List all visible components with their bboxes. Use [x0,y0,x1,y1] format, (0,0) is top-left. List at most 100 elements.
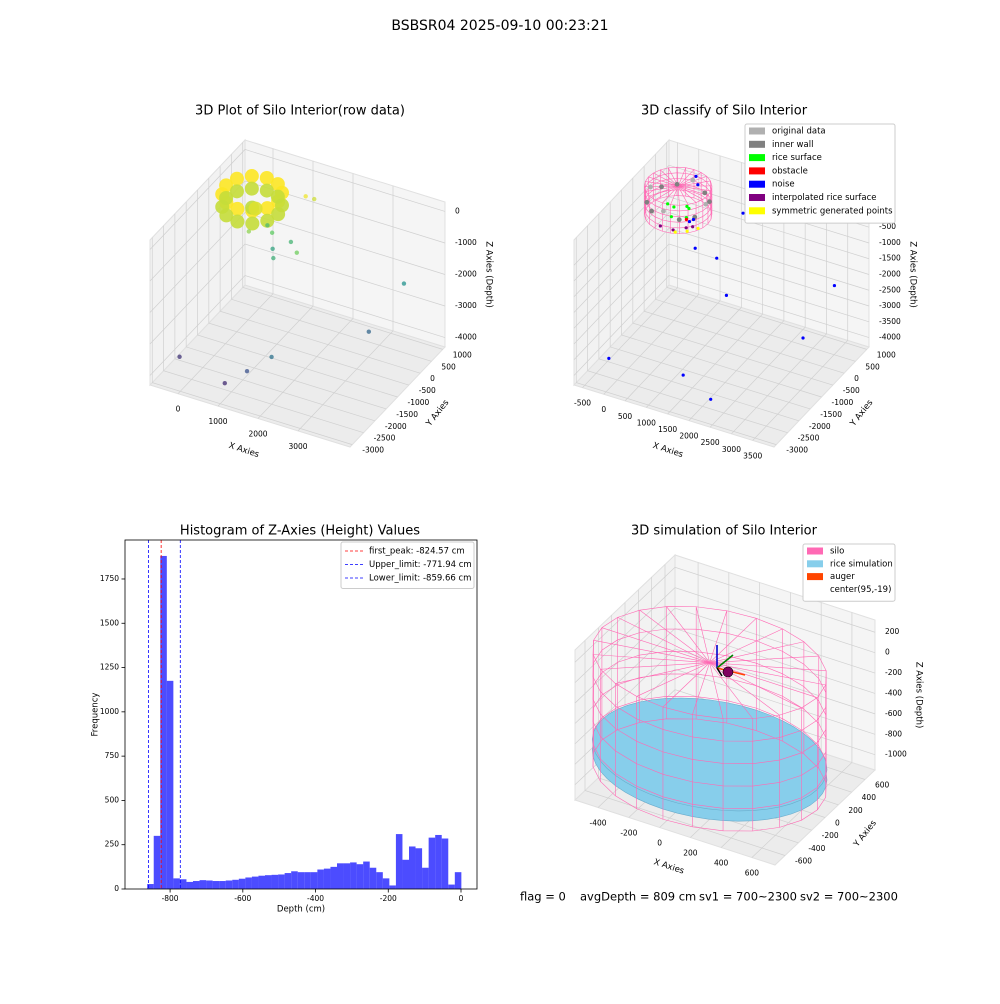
status-text: flag = 0 [520,890,566,904]
data-point [269,355,273,359]
data-point [702,190,707,195]
data-point [741,212,744,215]
bar [402,860,409,889]
x-axis-label: X Axies [227,441,260,460]
legend-label: auger [830,572,855,582]
bar [167,681,174,889]
z-tick-label: -1000 [885,750,907,759]
bar [239,879,246,889]
z-tick-label: -4000 [455,333,477,342]
z-tick-label: -2000 [879,270,901,279]
x-tick-label: 2000 [679,432,698,441]
data-point [265,223,269,227]
z-axis-label: Z Axies (Depth) [484,241,494,308]
y-tick-label: -1000 [408,398,430,407]
y-tick-label: -500 [843,386,860,395]
auger [723,667,733,677]
z-tick-label: -3000 [455,301,477,310]
y-tick-label: -2500 [798,434,820,443]
data-point [289,240,293,244]
z-tick-label: -2000 [455,270,477,279]
y-tick-label: 200 [848,806,863,815]
data-point [833,284,836,287]
z-axis-label: Z Axies (Depth) [908,241,918,308]
legend-label: silo [830,547,844,557]
legend-patch [749,128,765,135]
y-tick-label: 0 [854,374,859,383]
z-axis-label: Z Axies (Depth) [914,662,924,729]
data-point [696,183,699,186]
data-point [270,231,274,235]
bar [278,874,285,889]
legend-patch [749,154,765,161]
data-point [672,205,675,208]
legend-label: rice simulation [830,559,893,569]
legend-patch [807,560,823,567]
y-tick-label: -200 [822,831,839,840]
data-point [709,398,712,401]
data-point [694,175,697,178]
bar [252,877,259,889]
y-tick-label: 600 [875,781,890,790]
data-point [670,215,673,218]
bar [416,848,423,889]
z-tick-label: 200 [885,627,900,636]
x-tick-label: 600 [745,869,760,878]
y-tick-label: 0 [835,819,840,828]
y-tick-label: -2500 [374,434,396,443]
y-tick-label: -1500 [396,410,418,419]
data-point [367,330,371,334]
legend-label: rice surface [772,153,822,163]
data-point [245,182,259,196]
bar [193,881,200,889]
y-tick-label: 1500 [100,618,119,627]
data-point [696,227,699,230]
bar [304,872,311,889]
data-point [245,169,259,183]
legend-label: first_peak: -824.57 cm [369,547,465,557]
bar [370,868,377,889]
plot-frame [125,540,477,889]
x-tick-label: -200 [620,829,637,838]
bar [206,880,213,889]
data-point [685,226,688,229]
legend-patch [749,194,765,201]
y-tick-label: 500 [105,795,120,804]
chart-title: 3D Plot of Silo Interior(row data) [195,104,405,119]
bar [435,835,442,889]
status-text: sv1 = 700~2300 [699,890,797,904]
bar [330,867,337,889]
z-tick-label: -200 [885,668,902,677]
bar [442,839,449,889]
y-tick-label: -500 [419,386,436,395]
legend-patch [807,586,823,593]
bar [245,877,252,889]
bar [389,885,396,889]
y-tick-label: 1000 [877,350,896,359]
z-tick-label: 0 [885,648,890,657]
bar [350,862,357,889]
x-tick-label: 0 [601,405,606,414]
x-tick-label: -200 [380,894,397,903]
y-tick-label: -1000 [832,398,854,407]
legend-label: obstacle [772,166,808,176]
x-tick-label: 400 [714,859,729,868]
legend-label: center(95,-19) [830,585,891,595]
y-tick-label: -1500 [820,410,842,419]
data-point [715,257,718,260]
data-point [249,202,263,216]
data-point [295,250,299,254]
legend-label: Upper_limit: -771.94 cm [369,560,472,570]
bar [357,864,364,889]
bar [272,875,279,889]
z-tick-label: 0 [455,206,460,215]
x-tick-label: 1500 [658,425,677,434]
y-tick-label: 400 [862,793,877,802]
x-tick-label: 0 [176,405,181,414]
data-point [682,373,685,376]
data-point [644,200,649,205]
legend-patch [749,141,765,148]
data-point [685,218,688,221]
bar [154,836,161,889]
y-tick-label: -2000 [385,422,407,431]
